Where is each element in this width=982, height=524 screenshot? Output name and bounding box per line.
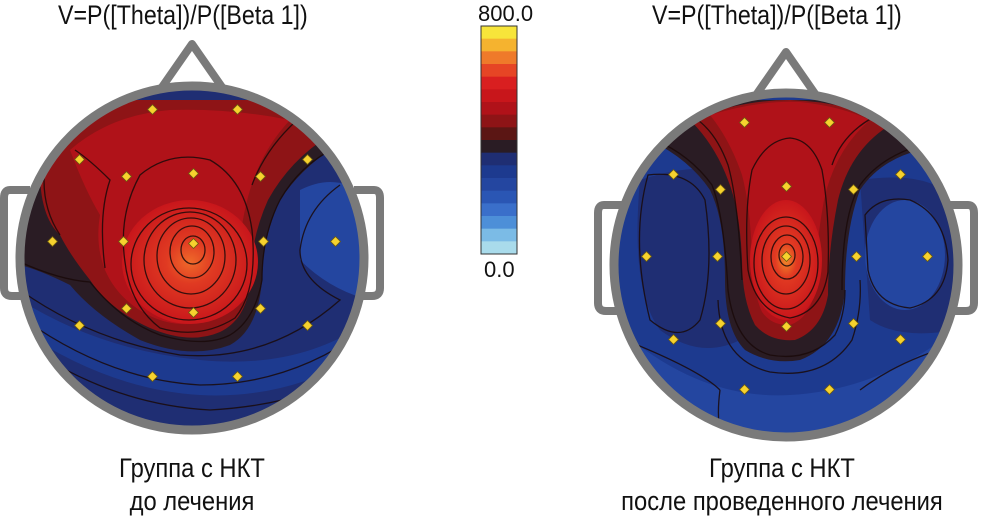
- sensor: [847, 183, 860, 196]
- sensor: [254, 170, 267, 183]
- right-head-sensors: [640, 116, 934, 396]
- sensor: [329, 235, 342, 248]
- sensor: [780, 320, 793, 333]
- sensor: [738, 116, 751, 129]
- sensor: [187, 237, 200, 250]
- right-head-map: [594, 48, 978, 442]
- right-head-outline: [609, 88, 963, 442]
- sensor: [667, 333, 680, 346]
- sensor: [73, 319, 86, 332]
- sensor: [714, 183, 727, 196]
- color-scale-step: [481, 26, 517, 40]
- sensor: [847, 317, 860, 330]
- sensor: [231, 103, 244, 116]
- color-scale-step: [481, 152, 517, 166]
- color-scale-step: [481, 89, 517, 103]
- sensor: [823, 116, 836, 129]
- sensor: [187, 167, 200, 180]
- right-head-right-ear: [948, 201, 978, 315]
- color-scale-step: [481, 203, 517, 217]
- sensor: [850, 250, 863, 263]
- color-scale-step: [481, 127, 517, 141]
- left-map-title: V=P([Theta])/P([Beta 1]): [58, 0, 308, 30]
- color-scale-step: [481, 178, 517, 192]
- sensor: [146, 103, 159, 116]
- color-scale-step: [481, 38, 517, 52]
- sensor: [711, 250, 724, 263]
- sensor: [301, 319, 314, 332]
- sensor: [146, 370, 159, 383]
- sensor: [714, 317, 727, 330]
- left-map-caption: Группа с НКТ до лечения: [0, 452, 402, 518]
- color-scale-step: [481, 114, 517, 128]
- left-head-outline: [15, 81, 369, 435]
- left-caption-line1: Группа с НКТ: [119, 453, 265, 483]
- sensor: [257, 235, 270, 248]
- sensor: [46, 235, 59, 248]
- color-scale-step: [481, 190, 517, 204]
- sensor: [823, 383, 836, 396]
- sensor: [117, 235, 130, 248]
- sensor: [301, 153, 314, 166]
- sensor: [120, 170, 133, 183]
- color-scale-step: [481, 165, 517, 179]
- color-scale-bar: [480, 25, 518, 255]
- sensor: [231, 370, 244, 383]
- color-scale-max-label: 800.0: [478, 1, 534, 26]
- sensor: [780, 180, 793, 193]
- right-head-left-ear: [594, 201, 624, 315]
- left-head-sensors: [46, 103, 342, 383]
- right-map-caption: Группа с НКТ после проведенного лечения: [572, 452, 982, 518]
- color-scale-step: [481, 228, 517, 242]
- color-scale-step: [481, 216, 517, 230]
- left-head-map: [0, 40, 384, 435]
- right-caption-line2: после проведенного лечения: [621, 486, 943, 516]
- color-scale-step: [481, 76, 517, 90]
- color-scale-step: [481, 140, 517, 154]
- color-scale-min-label: 0.0: [484, 257, 515, 282]
- sensor: [254, 302, 267, 315]
- sensor: [780, 250, 793, 263]
- sensor: [120, 302, 133, 315]
- sensor: [894, 168, 907, 181]
- sensor: [894, 333, 907, 346]
- color-scale-step: [481, 241, 517, 255]
- sensor: [187, 306, 200, 319]
- left-head-left-ear: [0, 186, 30, 300]
- right-caption-line1: Группа с НКТ: [709, 453, 855, 483]
- color-scale-frame: [480, 25, 518, 255]
- sensor: [73, 153, 86, 166]
- right-map-title: V=P([Theta])/P([Beta 1]): [652, 0, 902, 30]
- color-scale-step: [481, 102, 517, 116]
- left-caption-line2: до лечения: [129, 486, 255, 516]
- left-head-right-ear: [354, 186, 384, 300]
- sensor: [640, 250, 653, 263]
- sensor: [921, 250, 934, 263]
- sensor: [738, 383, 751, 396]
- sensor: [667, 168, 680, 181]
- color-scale-step: [481, 64, 517, 78]
- color-scale-step: [481, 51, 517, 65]
